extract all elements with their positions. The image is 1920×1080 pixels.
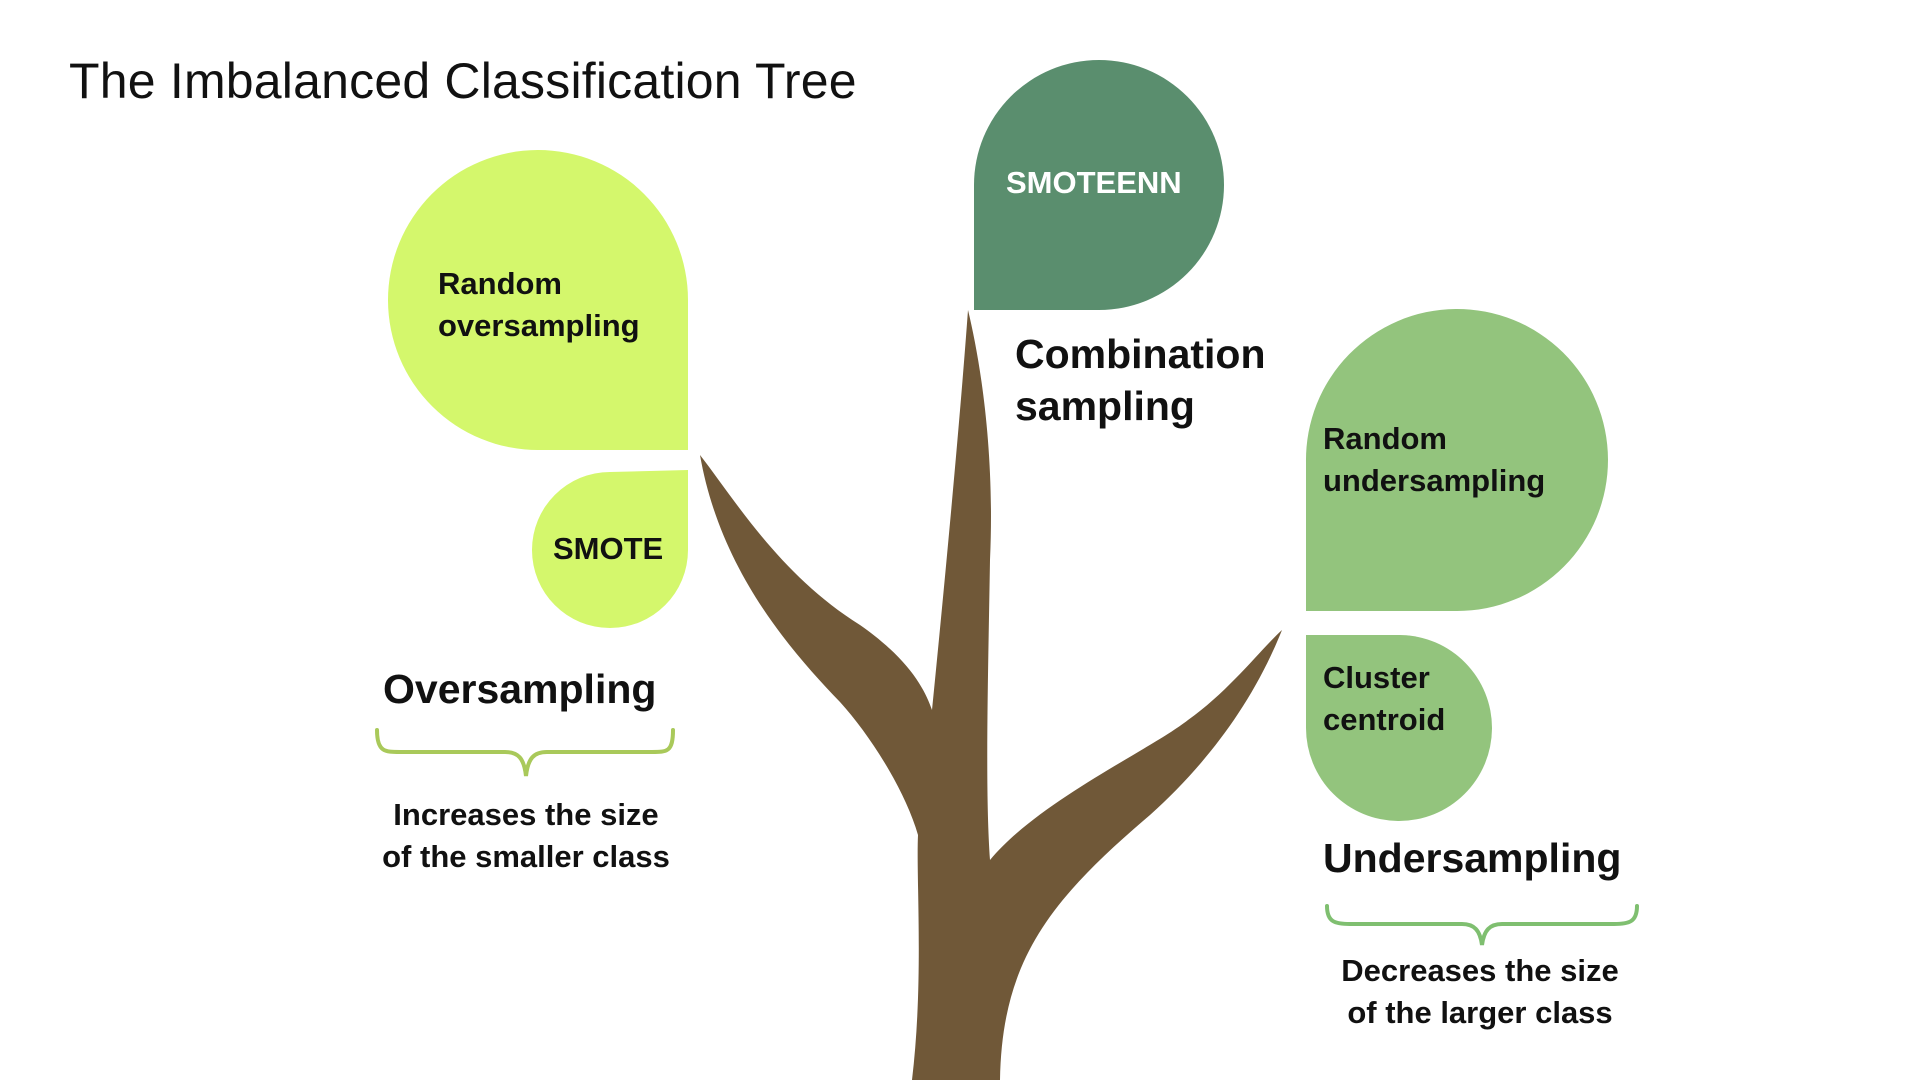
smoteenn-leaf-label: SMOTEENN — [1006, 162, 1182, 204]
oversampling-description: Increases the size of the smaller class — [371, 794, 681, 878]
smote-leaf-label: SMOTE — [553, 528, 663, 570]
undersampling-label: Undersampling — [1323, 835, 1622, 881]
leaf-text-line: Random — [1323, 421, 1447, 456]
leaf-text-line: undersampling — [1323, 463, 1546, 498]
undersampling-brace — [1325, 904, 1639, 946]
diagram-title: The Imbalanced Classification Tree — [69, 53, 857, 109]
undersampling-description: Decreases the size of the larger class — [1325, 950, 1635, 1034]
leaf-text-line: Random — [438, 266, 562, 301]
leaf-text-line: centroid — [1323, 702, 1446, 737]
leaf-random-undersampling — [1305, 309, 1608, 611]
group-label-line: sampling — [1015, 383, 1195, 429]
leaf-smote — [532, 470, 688, 628]
description-line: Increases the size — [393, 797, 659, 832]
random-oversampling-leaf-label: Random oversampling — [438, 263, 640, 347]
random-undersampling-leaf-label: Random undersampling — [1323, 418, 1545, 502]
leaf-smoteenn — [974, 60, 1224, 310]
leaf-random-oversampling — [388, 150, 688, 451]
description-line: Decreases the size — [1341, 953, 1619, 988]
oversampling-label: Oversampling — [383, 666, 657, 712]
group-label-line: Combination — [1015, 331, 1266, 377]
leaf-text-line: SMOTE — [553, 531, 664, 566]
leaf-text-line: oversampling — [438, 308, 640, 343]
description-line: of the larger class — [1347, 995, 1613, 1030]
leaf-text-line: Cluster — [1323, 660, 1430, 695]
cluster-centroid-leaf-label: Cluster centroid — [1323, 657, 1445, 741]
combination-sampling-label: Combination sampling — [1015, 328, 1266, 432]
tree-trunk — [700, 310, 1282, 1080]
leaf-cluster-centroid — [1306, 635, 1492, 821]
description-line: of the smaller class — [382, 839, 670, 874]
oversampling-brace — [375, 728, 675, 777]
leaf-text-line: SMOTEENN — [1006, 165, 1182, 200]
